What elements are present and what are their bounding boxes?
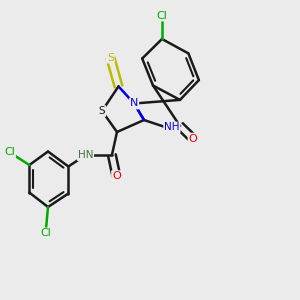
Text: Cl: Cl [157,11,167,21]
Text: Cl: Cl [40,228,51,239]
Text: Cl: Cl [4,147,15,158]
Text: S: S [107,52,114,63]
Text: NH: NH [164,122,180,133]
Text: O: O [188,134,197,144]
Text: N: N [130,98,138,109]
Text: O: O [112,171,121,181]
Text: S: S [99,106,105,116]
Text: HN: HN [78,150,93,160]
